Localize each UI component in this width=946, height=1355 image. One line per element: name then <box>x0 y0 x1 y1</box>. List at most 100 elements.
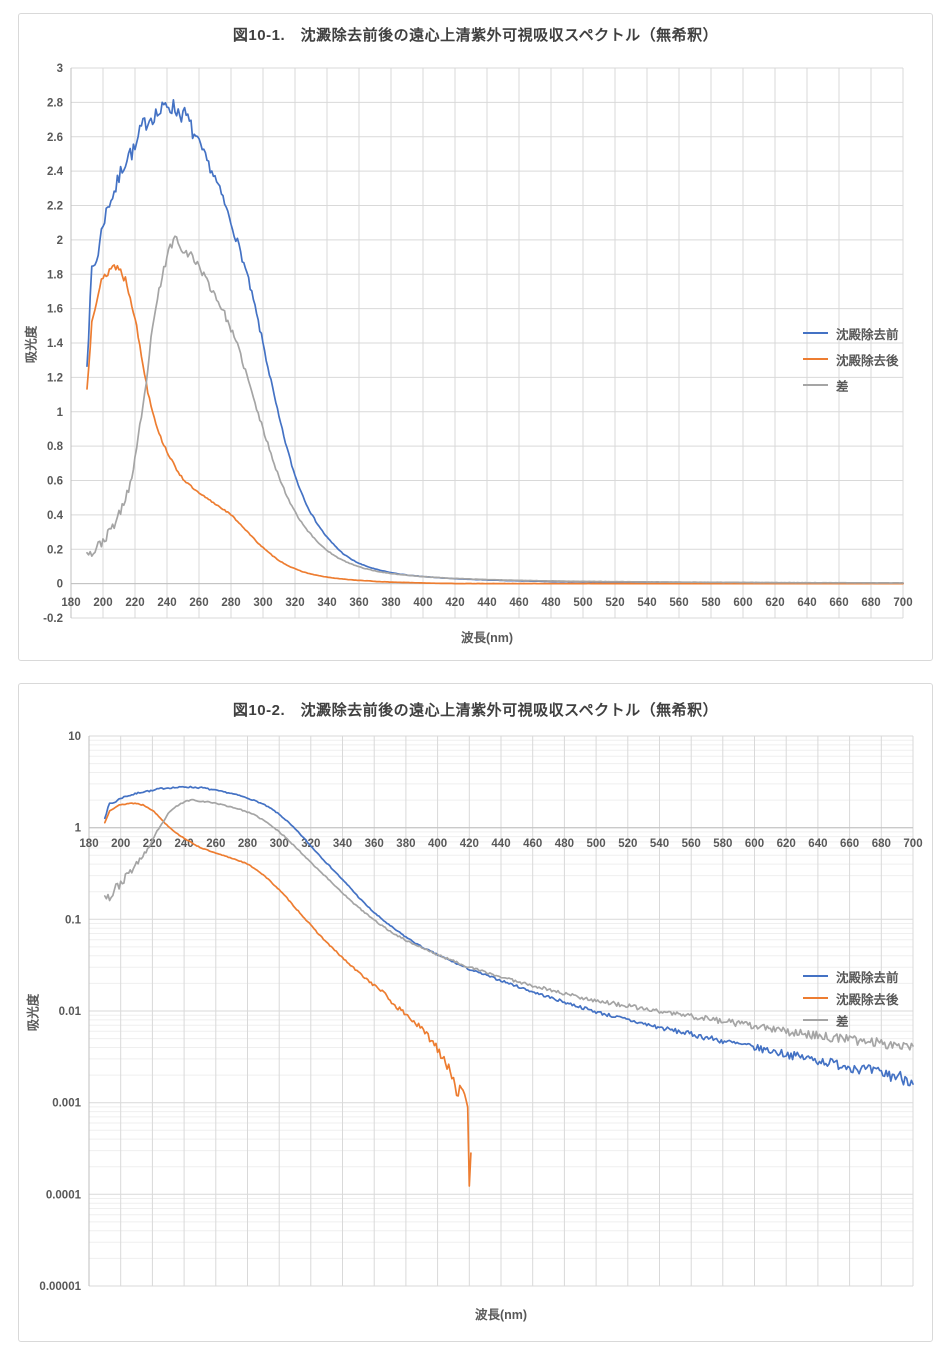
series-line-diff[interactable] <box>103 798 914 1051</box>
x-tick-label: 480 <box>541 597 560 609</box>
legend-label-after: 沈殿除去後 <box>836 992 899 1007</box>
x-tick-label: 340 <box>317 597 336 609</box>
x-tick-label: 460 <box>509 597 528 609</box>
x-tick-label: 220 <box>143 838 162 850</box>
y-tick-label: 1.4 <box>47 338 64 350</box>
chart1-legend: 沈殿除去前 沈殿除去後 差 <box>803 320 899 398</box>
x-tick-label: 700 <box>893 597 912 609</box>
y-tick-label: 0.0001 <box>46 1189 82 1201</box>
series-line-after[interactable] <box>86 264 904 585</box>
x-tick-label: 560 <box>682 838 701 850</box>
x-tick-label: 680 <box>872 838 891 850</box>
legend-label-diff: 差 <box>836 1014 849 1029</box>
series-line-after[interactable] <box>103 802 472 1187</box>
y-tick-label: 0.01 <box>59 1006 82 1018</box>
y-tick-label: 2.6 <box>47 132 63 144</box>
x-tick-label: 300 <box>270 838 289 850</box>
x-tick-label: 240 <box>175 838 194 850</box>
x-tick-label: 360 <box>349 597 368 609</box>
x-tick-label: 360 <box>365 838 384 850</box>
y-tick-label: 0.00001 <box>39 1281 81 1293</box>
x-tick-label: 540 <box>637 597 656 609</box>
x-tick-label: 260 <box>189 597 208 609</box>
x-tick-label: 620 <box>765 597 784 609</box>
x-tick-label: 320 <box>301 838 320 850</box>
x-tick-label: 340 <box>333 838 352 850</box>
x-tick-label: 620 <box>777 838 796 850</box>
legend-label-diff: 差 <box>836 379 849 394</box>
x-tick-label: 320 <box>285 597 304 609</box>
x-tick-label: 580 <box>701 597 720 609</box>
chart2-plot-area: 10 1 0.1 0.01 0.001 0.0001 0.00001 180 200 220 240… <box>39 731 922 1293</box>
legend-item-diff[interactable]: 差 <box>803 1009 899 1031</box>
chart1-panel[interactable]: 3 2.8 2.6 2.4 2.2 2 1.8 1.6 1.4 1.2 1 0.8 0.6 0.4 0.2 0… <box>18 13 933 661</box>
chart2-x-axis-title: 波長(nm) <box>474 1308 528 1322</box>
x-tick-label: 260 <box>206 838 225 850</box>
y-tick-label: 0 <box>57 579 63 591</box>
x-tick-label: 180 <box>61 597 80 609</box>
x-tick-label: 220 <box>125 597 144 609</box>
x-tick-label: 420 <box>460 838 479 850</box>
x-tick-label: 280 <box>221 597 240 609</box>
legend-item-diff[interactable]: 差 <box>803 372 899 398</box>
y-tick-label: 2.4 <box>47 166 64 178</box>
x-tick-label: 440 <box>491 838 510 850</box>
legend-label-before: 沈殿除去前 <box>836 970 899 985</box>
legend-line-swatch-after <box>803 358 828 360</box>
series-line-before[interactable] <box>86 99 904 585</box>
y-tick-label: 0.2 <box>47 544 63 556</box>
y-tick-label: 1.6 <box>47 304 63 316</box>
legend-item-before[interactable]: 沈殿除去前 <box>803 320 899 346</box>
legend-line-swatch-diff <box>803 1019 828 1021</box>
x-tick-label: 200 <box>93 597 112 609</box>
x-tick-label: 380 <box>381 597 400 609</box>
legend-line-swatch-before <box>803 332 828 334</box>
x-tick-label: 280 <box>238 838 257 850</box>
x-tick-label: 600 <box>745 838 764 850</box>
y-tick-label: -0.2 <box>43 613 63 625</box>
x-tick-label: 560 <box>669 597 688 609</box>
x-tick-label: 200 <box>111 838 130 850</box>
legend-label-after: 沈殿除去後 <box>836 353 899 368</box>
legend-line-swatch-after <box>803 997 828 999</box>
legend-item-after[interactable]: 沈殿除去後 <box>803 346 899 372</box>
y-tick-label: 0.1 <box>65 914 82 926</box>
y-tick-label: 1.2 <box>47 372 63 384</box>
x-tick-label: 600 <box>733 597 752 609</box>
chart1-title: 図10-1. 沈澱除去前後の遠心上清紫外可視吸収スペクトル（無希釈） <box>232 27 719 44</box>
x-tick-label: 400 <box>413 597 432 609</box>
y-tick-label: 2 <box>57 235 63 247</box>
chart1-plot-area: 3 2.8 2.6 2.4 2.2 2 1.8 1.6 1.4 1.2 1 0.8 0.6 0.4 0.2 0… <box>43 63 912 625</box>
x-tick-label: 180 <box>79 838 98 850</box>
x-tick-label: 520 <box>618 838 637 850</box>
legend-line-swatch-diff <box>803 384 828 386</box>
y-tick-label: 10 <box>68 731 81 743</box>
chart1-y-axis-title: 吸光度 <box>24 325 39 364</box>
x-tick-label: 700 <box>903 838 922 850</box>
series-line-before[interactable] <box>103 785 914 1087</box>
x-tick-label: 240 <box>157 597 176 609</box>
y-tick-label: 1 <box>57 407 64 419</box>
x-tick-label: 500 <box>587 838 606 850</box>
x-tick-label: 480 <box>555 838 574 850</box>
y-tick-label: 0.6 <box>47 476 63 488</box>
x-tick-label: 660 <box>829 597 848 609</box>
y-tick-label: 0.001 <box>52 1098 81 1110</box>
legend-label-before: 沈殿除去前 <box>836 327 899 342</box>
y-tick-label: 0.4 <box>47 510 64 522</box>
chart2-panel[interactable]: 10 1 0.1 0.01 0.001 0.0001 0.00001 180 200 220 240… <box>18 683 933 1342</box>
y-tick-label: 3 <box>57 63 63 75</box>
x-tick-label: 640 <box>797 597 816 609</box>
x-tick-label: 420 <box>445 597 464 609</box>
series-line-diff[interactable] <box>86 235 904 584</box>
chart2-title: 図10-2. 沈澱除去前後の遠心上清紫外可視吸収スペクトル（無希釈） <box>232 702 719 719</box>
y-tick-label: 2.8 <box>47 97 64 109</box>
x-tick-label: 460 <box>523 838 542 850</box>
x-tick-label: 580 <box>713 838 732 850</box>
legend-line-swatch-before <box>803 975 828 977</box>
legend-item-after[interactable]: 沈殿除去後 <box>803 987 899 1009</box>
x-tick-label: 640 <box>808 838 827 850</box>
x-tick-label: 300 <box>253 597 272 609</box>
legend-item-before[interactable]: 沈殿除去前 <box>803 965 899 987</box>
